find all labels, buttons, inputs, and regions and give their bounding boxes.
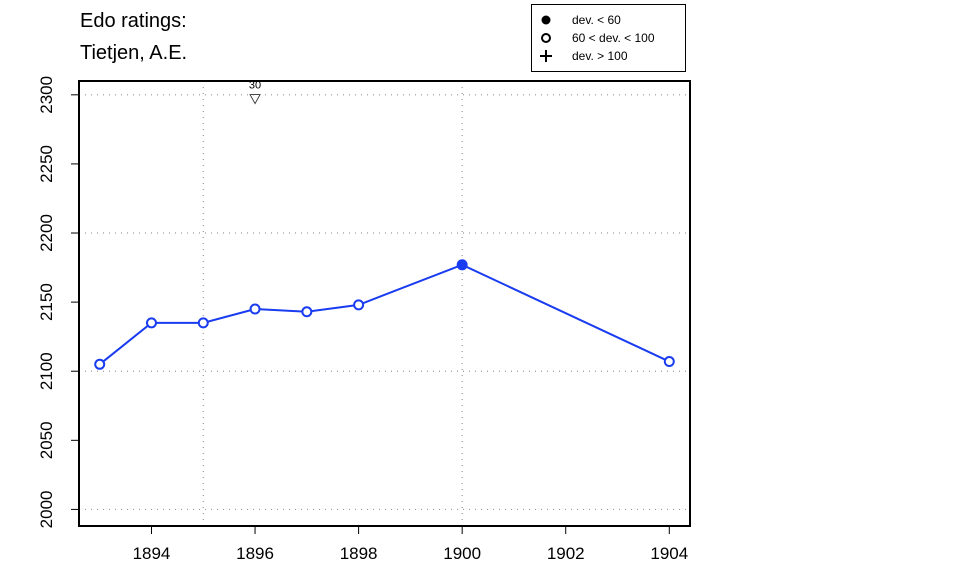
- data-point-open: [197, 317, 209, 329]
- legend-label: dev. > 100: [572, 49, 628, 63]
- y-tick-label: 2250: [37, 145, 56, 183]
- y-tick-label: 2050: [37, 421, 56, 459]
- legend-item-dev-lt-60: dev. < 60: [532, 11, 685, 29]
- x-tick-label: 1898: [340, 544, 378, 563]
- x-tick-label: 1894: [133, 544, 171, 563]
- x-tick-label: 1904: [650, 544, 688, 563]
- annotation-marker: [249, 94, 261, 105]
- plot-frame: [78, 80, 691, 527]
- data-point-open: [353, 299, 365, 311]
- legend-label: dev. < 60: [572, 13, 621, 27]
- y-tick-label: 2300: [37, 76, 56, 114]
- data-point-open: [249, 303, 261, 315]
- series-line: [99, 263, 670, 366]
- legend: dev. < 60 60 < dev. < 100 dev. > 100: [531, 4, 686, 72]
- data-point-open: [145, 317, 157, 329]
- annotation-label: 30: [249, 80, 261, 92]
- chart-title-line-2: Tietjen, A.E.: [80, 42, 188, 64]
- x-tick-label: 1896: [236, 544, 274, 563]
- legend-item-dev-60-100: 60 < dev. < 100: [532, 29, 685, 47]
- data-point-filled: [456, 259, 468, 271]
- data-point-open: [94, 358, 106, 370]
- y-tick-label: 2150: [37, 283, 56, 321]
- data-point-open: [301, 306, 313, 318]
- open-circle-icon: [538, 29, 554, 52]
- data-point-open: [663, 356, 675, 368]
- filled-circle-icon: [538, 11, 554, 34]
- legend-label: 60 < dev. < 100: [572, 31, 655, 45]
- y-tick-label: 2200: [37, 214, 56, 252]
- chart-title-line-1: Edo ratings:: [80, 10, 187, 32]
- y-tick-label: 2000: [37, 491, 56, 529]
- plus-icon: [538, 47, 554, 70]
- y-tick-label: 2100: [37, 352, 56, 390]
- legend-item-dev-gt-100: dev. > 100: [532, 47, 685, 65]
- x-tick-label: 1900: [443, 544, 481, 563]
- x-tick-label: 1902: [547, 544, 585, 563]
